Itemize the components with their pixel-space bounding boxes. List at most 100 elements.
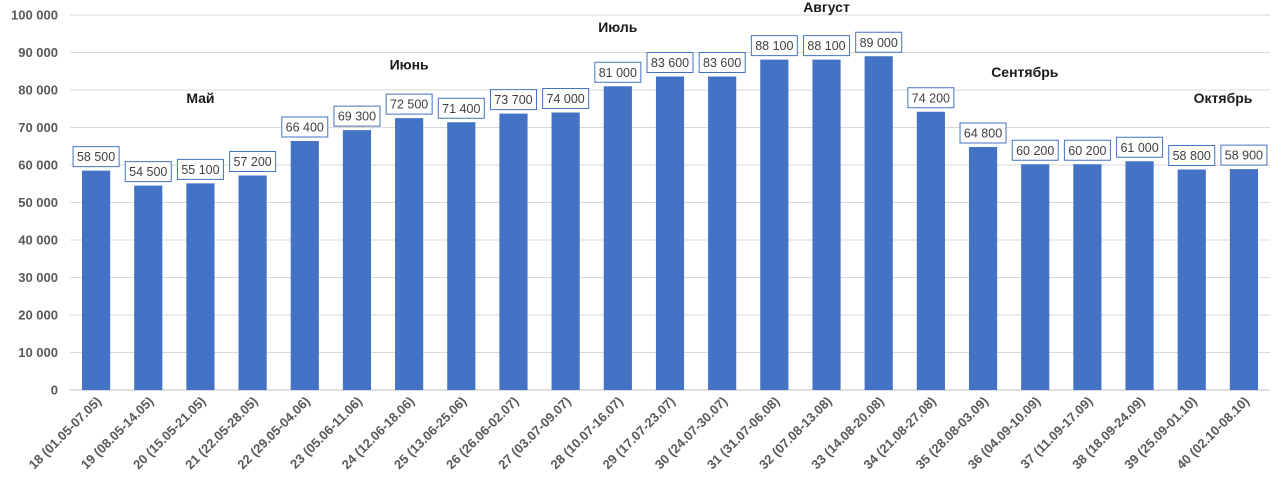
data-label-text: 89 000 (860, 36, 898, 50)
data-label-box (281, 116, 329, 138)
y-tick-label: 90 000 (18, 45, 58, 60)
bar (342, 130, 372, 390)
data-label-box (750, 35, 798, 57)
bar (82, 170, 111, 390)
data-label: 64 800 (959, 122, 1007, 144)
data-label: 88 100 (803, 35, 851, 57)
month-annotations: Май Июнь Июль Август Сентябрь Октябрь (186, 0, 1252, 106)
data-label-box (698, 52, 746, 73)
data-label-box (229, 151, 277, 172)
bar (603, 86, 632, 390)
month-label: Июнь (390, 56, 429, 72)
data-label: 55 100 (176, 158, 224, 180)
bar (186, 183, 215, 390)
data-label-box (855, 31, 903, 53)
data-label-text: 55 100 (181, 163, 219, 177)
data-label: 74 000 (542, 88, 590, 109)
data-label-box (437, 97, 485, 119)
bar (290, 141, 319, 390)
data-label: 71 400 (437, 97, 485, 119)
data-label: 60 200 (1011, 139, 1059, 161)
data-label: 72 500 (385, 93, 433, 115)
data-label: 57 200 (229, 151, 277, 172)
data-label-box (385, 93, 433, 115)
data-label: 58 800 (1168, 145, 1216, 166)
data-label: 83 600 (646, 52, 694, 73)
bar (1125, 161, 1154, 390)
bar (812, 59, 841, 390)
bar (760, 59, 789, 390)
data-label: 60 200 (1063, 139, 1111, 161)
data-label-box (333, 105, 381, 127)
data-label: 81 000 (594, 61, 642, 83)
bars (82, 56, 1258, 390)
data-label-text: 64 800 (964, 127, 1002, 141)
bar (499, 113, 528, 390)
y-tick-label: 80 000 (18, 83, 58, 98)
data-label-text: 83 600 (703, 56, 741, 70)
data-label-box (959, 122, 1007, 144)
data-label-box (176, 158, 224, 180)
data-label: 69 300 (333, 105, 381, 127)
bar (708, 76, 737, 390)
bar (1177, 169, 1206, 390)
data-label-text: 57 200 (233, 155, 271, 169)
y-tick-label: 0 (51, 383, 58, 398)
data-label: 74 200 (907, 87, 955, 109)
data-label-box (72, 146, 120, 168)
bar (1073, 164, 1102, 390)
data-label-text: 72 500 (390, 98, 428, 112)
data-label-text: 61 000 (1120, 141, 1158, 155)
bar (447, 122, 476, 390)
data-label-text: 71 400 (442, 102, 480, 116)
data-label-box (803, 35, 851, 57)
data-label-box (1168, 145, 1216, 166)
bar (655, 76, 685, 390)
month-label: Май (186, 90, 214, 106)
data-label-text: 60 200 (1068, 144, 1106, 158)
data-label-text: 88 100 (755, 39, 793, 53)
data-label: 89 000 (855, 31, 903, 53)
data-label: 58 500 (72, 146, 120, 168)
bar (1021, 164, 1050, 390)
data-label-box (1220, 144, 1268, 166)
y-tick-label: 70 000 (18, 120, 58, 135)
data-label-text: 88 100 (807, 39, 845, 53)
data-label: 83 600 (698, 52, 746, 73)
y-tick-label: 40 000 (18, 233, 58, 248)
data-label-text: 60 200 (1016, 144, 1054, 158)
bar (864, 56, 893, 390)
data-label: 73 700 (489, 89, 537, 111)
month-label: Июль (598, 19, 638, 35)
bar (1229, 169, 1258, 390)
data-label-box (489, 89, 537, 111)
data-label-box (1116, 136, 1164, 158)
data-label-text: 74 200 (912, 91, 950, 105)
y-tick-label: 20 000 (18, 308, 58, 323)
data-label-box (594, 61, 642, 83)
data-label-text: 69 300 (338, 110, 376, 124)
month-label: Сентябрь (991, 64, 1059, 80)
bar (551, 112, 580, 390)
data-label-text: 66 400 (286, 121, 324, 135)
data-label-text: 54 500 (129, 165, 167, 179)
month-label: Август (803, 0, 850, 15)
data-label: 66 400 (281, 116, 329, 138)
data-label-text: 58 500 (77, 150, 115, 164)
data-label-box (542, 88, 590, 109)
data-label: 58 900 (1220, 144, 1268, 166)
data-label-text: 58 800 (1173, 149, 1211, 163)
data-labels: 58 500 54 500 55 100 57 200 66 400 69 300 72 5… (72, 31, 1268, 183)
bar (968, 147, 998, 390)
data-label: 54 500 (124, 161, 172, 183)
y-tick-label: 60 000 (18, 158, 58, 173)
data-label-text: 73 700 (494, 93, 532, 107)
bar (395, 118, 424, 390)
y-tick-label: 10 000 (18, 345, 58, 360)
bar (238, 175, 267, 390)
data-label-text: 83 600 (651, 56, 689, 70)
x-axis: 18 (01.05-07.05)19 (08.05-14.05)20 (15.0… (26, 394, 1252, 473)
bar (916, 111, 945, 390)
data-label: 61 000 (1116, 136, 1164, 158)
